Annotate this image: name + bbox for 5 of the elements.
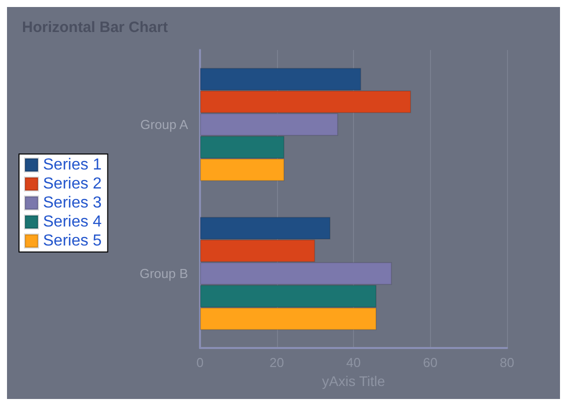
legend-label: Series 3	[43, 194, 102, 212]
legend-label: Series 1	[43, 156, 102, 174]
legend-label: Series 4	[43, 214, 102, 230]
legend-label: Series 2	[43, 176, 102, 192]
legend-label: Series 5	[43, 232, 102, 250]
